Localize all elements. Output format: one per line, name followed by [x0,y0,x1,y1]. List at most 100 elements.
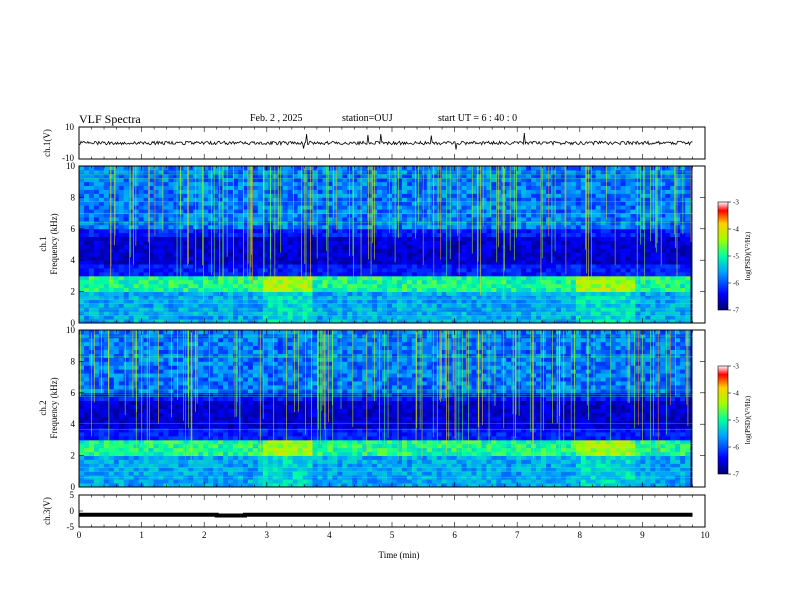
spectrogram-cell [233,283,239,289]
spectrogram-cell [565,220,572,226]
spectrogram-cell [148,311,154,316]
spectrogram-cell [367,224,373,230]
spectrogram-cell [138,220,144,226]
spectrogram-cell [456,275,462,281]
spectrogram-cell [516,244,522,249]
spectrogram-cell [237,197,244,202]
spectrogram-cell [610,268,616,273]
spectrogram-cell [307,173,313,179]
spectrogram-cell [580,303,587,308]
spectrogram-cell [218,228,224,234]
spectrogram-cell [610,220,616,226]
spectrogram-cell [98,244,105,249]
spectrogram-cell [570,213,577,218]
spectrogram-cell [337,291,343,296]
spectrogram-cell [282,291,289,296]
spectrogram-cell [382,236,388,241]
spectrogram-cell [550,252,557,257]
spectrogram-cell [198,185,204,190]
spectrogram-cell [675,311,681,316]
spectrogram-cell [143,177,149,183]
spectrogram-cell [168,166,174,171]
spectrogram-cell [108,307,115,312]
spectrogram-cell [506,220,512,226]
spectrogram-cell [218,315,224,320]
spectrogram-cell [466,307,472,312]
spectrogram-cell [168,236,174,241]
spectrogram-cell [183,283,189,289]
spectrogram-cell [292,236,299,241]
spectrogram-cell [655,166,661,171]
spectrogram-cell [635,311,641,316]
spectrogram-cell [88,197,95,202]
spectrogram-cell [168,287,174,292]
spectrogram-cell [292,217,299,222]
spectrogram-cell [531,201,537,206]
spectrogram-cell [665,295,671,300]
spectrogram-cell [233,201,239,206]
spectrogram-cell [173,260,179,265]
spectrogram-cell [103,319,110,324]
spectrogram-cell [451,217,457,222]
spectrogram-cell [392,287,398,292]
spectrogram-cell [526,283,532,289]
spectrogram-cell [362,315,368,320]
spectrogram-cell [580,275,587,281]
spectrogram-cell [446,224,453,230]
spectrogram-cell [421,268,428,273]
spectrogram-cell [441,248,448,253]
spectrogram-cell [257,244,264,249]
spectrogram-cell [262,291,269,296]
spectrogram-cell [218,217,224,222]
spectrogram-cell [367,268,373,273]
spectrogram-cell [446,319,453,324]
spectrogram-cell [670,205,676,210]
spectrogram-cell [476,256,482,261]
spectrogram-cell [362,299,368,304]
spectrogram-cell [595,311,602,316]
spectrogram-cell [302,311,308,316]
spectrogram-cell [347,315,353,320]
spectrogram-cell [660,236,666,241]
spectrogram-cell [247,260,254,265]
spectrogram-cell [665,260,671,265]
spectrogram-cell [372,173,378,179]
spectrogram-cell [377,173,383,179]
spectrogram-cell [118,228,125,234]
spectrogram-cell [183,209,189,214]
spectrogram-cell [416,311,423,316]
spectrogram-cell [312,173,318,179]
spectrogram-cell [213,193,219,198]
spectrogram-cell [516,268,522,273]
spectrogram-cell [123,256,130,261]
spectrogram-cell [287,177,294,183]
spectrogram-cell [357,205,363,210]
spectrogram-cell [620,185,626,190]
spectrogram-cell [511,291,517,296]
spectrogram-cell [322,299,328,304]
spectrogram-cell [426,315,433,320]
spectrogram-cell [481,303,487,308]
spectrogram-cell [262,224,269,230]
spectrogram-cell [168,193,174,198]
spectrogram-cell [79,193,85,198]
spectrogram-cell [625,311,631,316]
spectrogram-cell [242,205,249,210]
spectrogram-cell [396,193,403,198]
spectrogram-cell [322,224,328,230]
spectrogram-cell [262,307,269,312]
spectrogram-cell [645,189,651,194]
spectrogram-cell [237,256,244,261]
spectrogram-cell [108,315,115,320]
spectrogram-cell [665,166,671,171]
spectrogram-cell [655,209,661,214]
spectrogram-cell [461,268,467,273]
spectrogram-cell [322,173,328,179]
spectrogram-cell [108,295,115,300]
spectrogram-cell [218,177,224,183]
spectrogram-cell [103,236,110,241]
spectrogram-cell [416,256,423,261]
spectrogram-cell [282,213,289,218]
spectrogram-cell [655,240,661,245]
spectrogram-cell [322,291,328,296]
